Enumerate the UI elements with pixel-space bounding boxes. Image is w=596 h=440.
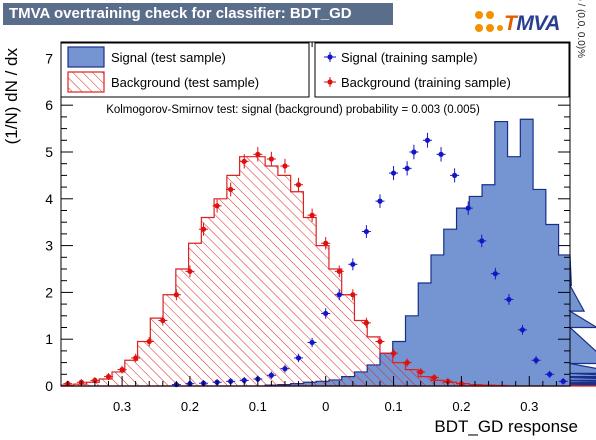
background-training-point — [144, 336, 154, 347]
legend-label-background-test: Background (test sample) — [111, 75, 259, 90]
y-tick-label: 6 — [45, 97, 53, 113]
signal-training-point — [436, 147, 446, 162]
background-training-point — [158, 315, 168, 326]
x-tick-label: 0.2 — [452, 399, 470, 414]
legend-label-background-training: Background (training sample) — [341, 75, 511, 90]
background-training-point — [253, 147, 263, 162]
background-training-point — [239, 154, 249, 169]
y-tick-label: 3 — [45, 238, 53, 254]
background-training-point — [389, 348, 399, 358]
signal-training-point — [348, 258, 358, 271]
background-training-point — [334, 265, 344, 278]
x-axis-label: BDT_GD response — [434, 417, 578, 436]
x-tick-label: 0.1 — [249, 399, 267, 414]
tmva-logo-text: TMVA — [504, 12, 560, 35]
signal-training-point — [504, 293, 514, 305]
signal-training-point — [307, 337, 317, 348]
y-tick-label: 4 — [45, 191, 53, 207]
background-training-point — [131, 353, 141, 363]
plot-title: TMVA overtraining check for classifier: … — [3, 3, 393, 25]
background-training-point — [416, 368, 426, 376]
background-training-point — [212, 199, 222, 213]
x-tick-label: 0 — [322, 399, 329, 414]
signal-training-point — [266, 371, 276, 379]
x-tick-label: 0.3 — [520, 399, 538, 414]
signal-training-point — [422, 132, 432, 148]
background-training-point — [348, 289, 358, 301]
legend-label-signal-training: Signal (training sample) — [341, 50, 478, 65]
background-training-point — [185, 265, 195, 278]
legend-marker-background-training — [324, 77, 336, 87]
legend-box-training — [314, 42, 570, 98]
signal-training-point — [463, 201, 473, 215]
plot-area — [60, 42, 596, 388]
axes: 0.3 0.2 0.1 0 0.1 0.2 0.3 0 1 2 3 4 5 6 7 — [45, 41, 571, 414]
signal-training-point — [450, 168, 460, 183]
tmva-logo: TMVA — [474, 8, 564, 40]
signal-training-point — [375, 194, 385, 208]
y-tick-label: 7 — [45, 50, 53, 66]
background-training-point — [117, 365, 127, 374]
signal-training-point — [294, 353, 304, 363]
legend: Signal (test sample) Background (test sam… — [60, 42, 570, 98]
signal-training-point — [361, 225, 371, 238]
signal-training-point — [409, 144, 419, 160]
background-training-point — [294, 177, 304, 192]
x-tick-label: 0.3 — [113, 399, 131, 414]
background-training-point — [402, 358, 412, 367]
background-training-point — [321, 236, 331, 250]
legend-swatch-signal-test — [67, 46, 105, 68]
y-tick-label: 2 — [45, 284, 53, 300]
signal-training-point — [477, 234, 487, 248]
legend-label-signal-test: Signal (test sample) — [111, 50, 226, 65]
y-tick-label: 1 — [45, 331, 53, 347]
y-tick-label: 0 — [45, 378, 53, 394]
signal-training-point — [531, 356, 541, 365]
background-training-point — [266, 151, 276, 167]
y-tick-label: 5 — [45, 144, 53, 160]
background-training-point — [104, 373, 114, 381]
background-training-point — [280, 158, 290, 174]
x-tick-label: 0.1 — [385, 399, 403, 414]
background-training-point — [199, 222, 209, 236]
background-training-point — [361, 317, 371, 328]
legend-marker-signal-training — [324, 52, 336, 62]
x-tick-label: 0.2 — [181, 399, 199, 414]
tmva-logo-icon — [475, 11, 503, 32]
legend-swatch-background-test — [67, 71, 105, 93]
signal-training-point — [334, 289, 344, 301]
ks-test-label: Kolmogorov-Smirnov test: signal (backgro… — [106, 104, 480, 116]
signal-training-point — [558, 378, 568, 385]
background-training-point — [375, 336, 385, 347]
signal-training-point — [517, 324, 527, 335]
signal-training-point — [490, 267, 500, 280]
plot-frame — [60, 41, 571, 387]
signal-training-points — [171, 132, 568, 388]
y-axis-label: (1/N) dN / dx — [2, 48, 21, 145]
background-training-point — [171, 289, 181, 301]
signal-training-point — [402, 161, 412, 176]
background-training-point — [226, 182, 236, 197]
signal-training-point — [280, 364, 290, 373]
background-training-point — [429, 374, 439, 382]
signal-training-point — [321, 308, 331, 319]
signal-training-point — [239, 377, 249, 384]
overflow-note: U/O-flow (S,B): (0.0, 0.0)% / (0.0, 0.0)… — [575, 0, 586, 58]
signal-training-point — [389, 165, 399, 181]
signal-training-point — [545, 370, 555, 378]
background-training-point — [307, 208, 317, 222]
